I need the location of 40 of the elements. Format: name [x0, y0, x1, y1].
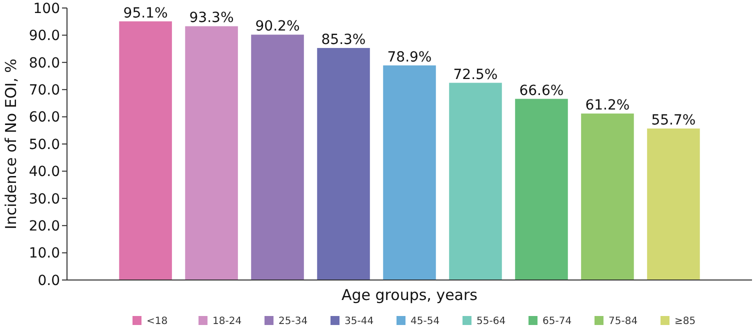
data-label: 95.1% — [123, 5, 168, 22]
bar — [185, 26, 238, 280]
legend-label: 35-44 — [344, 316, 374, 327]
data-label: 66.6% — [519, 82, 564, 99]
legend-label: 65-74 — [542, 316, 572, 327]
y-axis-title: Incidence of No EOI, % — [2, 58, 20, 230]
bar — [515, 98, 568, 280]
y-tick-label: 60.0 — [28, 110, 60, 126]
legend-label: 18-24 — [212, 316, 242, 327]
y-tick-label: 80.0 — [28, 55, 60, 72]
bar — [581, 114, 634, 280]
bar — [383, 65, 436, 280]
bar — [647, 128, 700, 280]
y-tick-label: 100 — [33, 0, 60, 17]
data-label: 55.7% — [651, 112, 696, 128]
y-tick-label: 0.0 — [38, 272, 60, 289]
y-tick-label: 50.0 — [28, 136, 60, 153]
data-label: 93.3% — [189, 10, 234, 26]
y-tick-label: 10.0 — [28, 246, 60, 262]
legend-label: <18 — [146, 316, 168, 327]
y-tick-label: 70.0 — [28, 82, 60, 98]
data-label: 61.2% — [585, 98, 630, 114]
y-tick-label: 30.0 — [28, 191, 60, 208]
legend-label: 25-34 — [278, 316, 308, 327]
legend-label: 75-84 — [608, 316, 638, 327]
data-label: 85.3% — [321, 32, 366, 48]
bar — [251, 34, 304, 280]
y-tick-label: 40.0 — [28, 164, 60, 180]
bar — [449, 82, 502, 280]
legend-label: 55-64 — [476, 316, 506, 327]
legend-label: 45-54 — [410, 316, 440, 327]
x-axis-title: Age groups, years — [342, 286, 478, 304]
bar — [119, 21, 172, 280]
bar — [317, 48, 370, 280]
legend-label: ≥85 — [674, 316, 696, 327]
data-label: 72.5% — [453, 66, 498, 83]
y-tick-label: 20.0 — [28, 218, 60, 234]
y-tick-label: 90.0 — [28, 28, 60, 44]
data-label: 90.2% — [255, 18, 300, 35]
data-label: 78.9% — [387, 49, 432, 66]
